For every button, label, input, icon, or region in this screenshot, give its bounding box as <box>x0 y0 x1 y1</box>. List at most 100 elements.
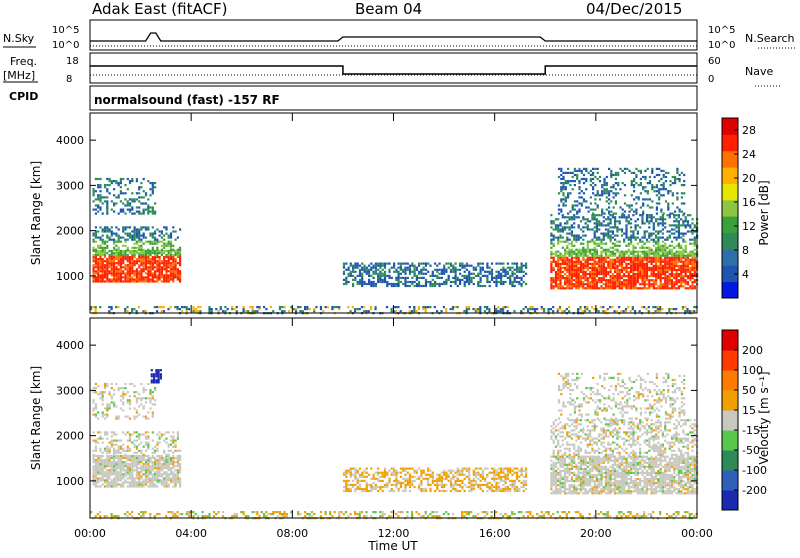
heatmap-cell <box>475 310 477 312</box>
heatmap-cell <box>102 414 104 416</box>
heatmap-cell <box>653 222 655 224</box>
heatmap-cell <box>641 257 643 259</box>
heatmap-cell <box>610 285 612 287</box>
heatmap-cell <box>585 249 587 251</box>
heatmap-cell <box>582 287 584 289</box>
heatmap-cell <box>596 222 598 224</box>
heatmap-cell <box>156 247 158 249</box>
heatmap-cell <box>569 283 571 285</box>
heatmap-cell <box>152 249 154 251</box>
heatmap-cell <box>521 271 523 273</box>
heatmap-cell <box>582 470 584 472</box>
heatmap-cell <box>641 220 643 222</box>
heatmap-cell <box>614 281 616 283</box>
heatmap-cell <box>122 258 124 260</box>
heatmap-cell <box>115 245 117 247</box>
heatmap-cell <box>635 239 637 241</box>
heatmap-cell <box>651 233 653 235</box>
heatmap-cell <box>97 465 99 467</box>
heatmap-cell <box>375 271 377 273</box>
heatmap-cell <box>667 204 669 206</box>
heatmap-cell <box>131 254 133 256</box>
heatmap-cell <box>177 435 179 437</box>
heatmap-cell <box>99 206 101 208</box>
heatmap-cell <box>127 416 129 418</box>
heatmap-cell <box>136 247 138 249</box>
heatmap-cell <box>140 383 142 385</box>
heatmap-cell <box>464 275 466 277</box>
heatmap-cell <box>138 192 140 194</box>
heatmap-cell <box>115 233 117 235</box>
heatmap-cell <box>550 233 552 235</box>
heatmap-cell <box>560 198 562 200</box>
heatmap-cell <box>131 256 133 258</box>
heatmap-cell <box>651 283 653 285</box>
heatmap-cell <box>580 460 582 462</box>
heatmap-cell <box>111 270 113 272</box>
heatmap-cell <box>555 273 557 275</box>
heatmap-cell <box>559 228 561 230</box>
heatmap-cell <box>621 271 623 273</box>
heatmap-cell <box>578 261 580 263</box>
heatmap-cell <box>140 272 142 274</box>
heatmap-cell <box>576 174 578 176</box>
heatmap-cell <box>564 472 566 474</box>
heatmap-cell <box>550 263 552 265</box>
heatmap-cell <box>159 459 161 461</box>
heatmap-cell <box>134 440 136 442</box>
heatmap-cell <box>124 272 126 274</box>
heatmap-cell <box>555 275 557 277</box>
heatmap-cell <box>566 253 568 255</box>
heatmap-cell <box>168 431 170 433</box>
heatmap-cell <box>177 457 179 459</box>
heatmap-cell <box>662 265 664 267</box>
heatmap-cell <box>598 224 600 226</box>
heatmap-cell <box>673 277 675 279</box>
heatmap-cell <box>407 263 409 265</box>
heatmap-cell <box>578 253 580 255</box>
heatmap-cell <box>138 247 140 249</box>
heatmap-cell <box>122 485 124 487</box>
heatmap-cell <box>630 261 632 263</box>
heatmap-cell <box>140 196 142 198</box>
heatmap-cell <box>571 249 573 251</box>
heatmap-cell <box>156 256 158 258</box>
heatmap-cell <box>152 455 154 457</box>
power-y-label: Slant Range [km] <box>29 161 43 265</box>
heatmap-cell <box>93 471 95 473</box>
heatmap-cell <box>662 277 664 279</box>
heatmap-cell <box>486 281 488 283</box>
heatmap-cell <box>632 245 634 247</box>
heatmap-cell <box>473 277 475 279</box>
heatmap-cell <box>564 480 566 482</box>
heatmap-cell <box>134 457 136 459</box>
heatmap-cell <box>673 257 675 259</box>
heatmap-cell <box>145 465 147 467</box>
heatmap-cell <box>632 253 634 255</box>
heatmap-cell <box>610 267 612 269</box>
heatmap-cell <box>557 226 559 228</box>
heatmap-cell <box>106 213 108 215</box>
heatmap-cell <box>674 211 676 213</box>
heatmap-cell <box>386 275 388 277</box>
heatmap-cell <box>573 460 575 462</box>
heatmap-cell <box>680 283 682 285</box>
heatmap-cell <box>525 263 527 265</box>
heatmap-cell <box>111 264 113 266</box>
heatmap-cell <box>562 484 564 486</box>
heatmap-cell <box>678 220 680 222</box>
heatmap-cell <box>363 281 365 283</box>
heatmap-cell <box>418 285 420 287</box>
heatmap-cell <box>559 275 561 277</box>
heatmap-cell <box>625 259 627 261</box>
heatmap-cell <box>109 272 111 274</box>
heatmap-cell <box>134 477 136 479</box>
heatmap-cell <box>603 287 605 289</box>
heatmap-cell <box>354 271 356 273</box>
heatmap-cell <box>587 241 589 243</box>
heatmap-cell <box>555 484 557 486</box>
heatmap-cell <box>416 277 418 279</box>
heatmap-cell <box>179 485 181 487</box>
heatmap-cell <box>161 481 163 483</box>
heatmap-cell <box>111 397 113 399</box>
